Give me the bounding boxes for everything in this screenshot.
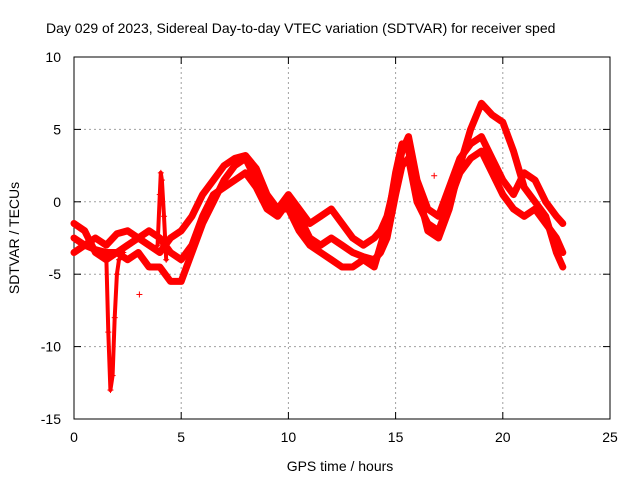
data-point-marker — [111, 314, 118, 321]
y-tick-label: 5 — [53, 121, 61, 137]
data-point-marker — [163, 256, 170, 263]
data-point-marker — [103, 249, 110, 256]
data-point-marker — [157, 169, 164, 176]
series-line — [70, 99, 567, 285]
data-point-marker — [113, 271, 120, 278]
x-tick-label: 10 — [281, 429, 297, 445]
series-line — [70, 133, 567, 256]
y-tick-label: -10 — [41, 339, 61, 355]
x-tick-label: 20 — [495, 429, 511, 445]
data-point-marker — [156, 191, 163, 198]
y-tick-label: 10 — [45, 49, 61, 65]
data-point-marker — [154, 242, 161, 249]
data-point-marker — [161, 213, 168, 220]
grid-lines — [74, 57, 610, 419]
data-point-marker — [120, 249, 127, 256]
axis-ticks: 0 5 10 15 20 25 -15 -10 -5 0 5 10 — [41, 49, 618, 445]
data-point-marker — [107, 387, 114, 394]
chart-title: Day 029 of 2023, Sidereal Day-to-day VTE… — [46, 20, 555, 36]
data-point-marker — [431, 172, 438, 179]
x-tick-label: 15 — [388, 429, 404, 445]
data-point-marker — [158, 177, 165, 184]
y-tick-label: -5 — [49, 266, 62, 282]
data-point-marker — [136, 291, 143, 298]
data-point-marker — [116, 256, 123, 263]
x-tick-label: 5 — [177, 429, 185, 445]
y-tick-label: -15 — [41, 411, 61, 427]
data-point-marker — [109, 372, 116, 379]
x-axis-label: GPS time / hours — [287, 458, 394, 474]
data-series — [70, 99, 567, 394]
x-tick-label: 0 — [70, 429, 78, 445]
spike-line — [104, 250, 126, 392]
y-axis-label: SDTVAR / TECUs — [6, 182, 22, 294]
y-tick-label: 0 — [53, 194, 61, 210]
spike-line — [155, 170, 169, 262]
data-point-marker — [105, 329, 112, 336]
x-tick-label: 25 — [602, 429, 618, 445]
